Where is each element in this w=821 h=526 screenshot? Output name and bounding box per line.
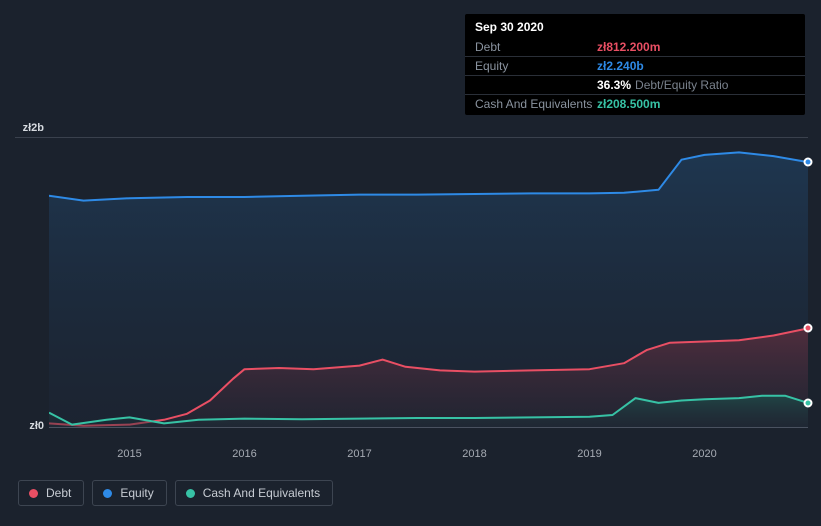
tooltip-label: Equity	[475, 59, 597, 73]
y-axis-top-label: zł2b	[4, 122, 44, 134]
chart-plot-area[interactable]	[15, 137, 808, 437]
legend-swatch	[103, 489, 112, 498]
series-end-marker-equity	[804, 158, 813, 167]
tooltip-sublabel: Debt/Equity Ratio	[635, 78, 728, 92]
chart-baseline	[49, 427, 808, 428]
tooltip-row: Debtzł812.200m	[465, 38, 805, 57]
legend-item-debt[interactable]: Debt	[18, 480, 84, 506]
legend-swatch	[186, 489, 195, 498]
legend-swatch	[29, 489, 38, 498]
tooltip-value: zł2.240b	[597, 59, 644, 73]
series-end-marker-debt	[804, 324, 813, 333]
chart-svg	[49, 138, 808, 438]
tooltip-label: Debt	[475, 40, 597, 54]
legend-label: Equity	[120, 486, 153, 500]
chart-tooltip: Sep 30 2020 Debtzł812.200mEquityzł2.240b…	[465, 14, 805, 115]
tooltip-row: Equityzł2.240b	[465, 57, 805, 76]
x-axis-tick-label: 2019	[577, 448, 601, 460]
legend-label: Cash And Equivalents	[203, 486, 320, 500]
chart-legend: Debt Equity Cash And Equivalents	[18, 480, 333, 506]
legend-label: Debt	[46, 486, 71, 500]
tooltip-row: Cash And Equivalentszł208.500m	[465, 95, 805, 113]
tooltip-value: 36.3%Debt/Equity Ratio	[597, 78, 728, 92]
legend-item-equity[interactable]: Equity	[92, 480, 166, 506]
tooltip-label: Cash And Equivalents	[475, 97, 597, 111]
x-axis-tick-label: 2015	[117, 448, 141, 460]
x-axis-tick-label: 2018	[462, 448, 486, 460]
tooltip-value: zł208.500m	[597, 97, 660, 111]
series-end-marker-cash	[804, 398, 813, 407]
tooltip-date: Sep 30 2020	[465, 18, 805, 38]
tooltip-row: 36.3%Debt/Equity Ratio	[465, 76, 805, 95]
x-axis-tick-label: 2016	[232, 448, 256, 460]
x-axis-tick-label: 2020	[692, 448, 716, 460]
tooltip-value: zł812.200m	[597, 40, 660, 54]
legend-item-cash-and-equivalents[interactable]: Cash And Equivalents	[175, 480, 333, 506]
x-axis-tick-label: 2017	[347, 448, 371, 460]
tooltip-label	[475, 78, 597, 92]
